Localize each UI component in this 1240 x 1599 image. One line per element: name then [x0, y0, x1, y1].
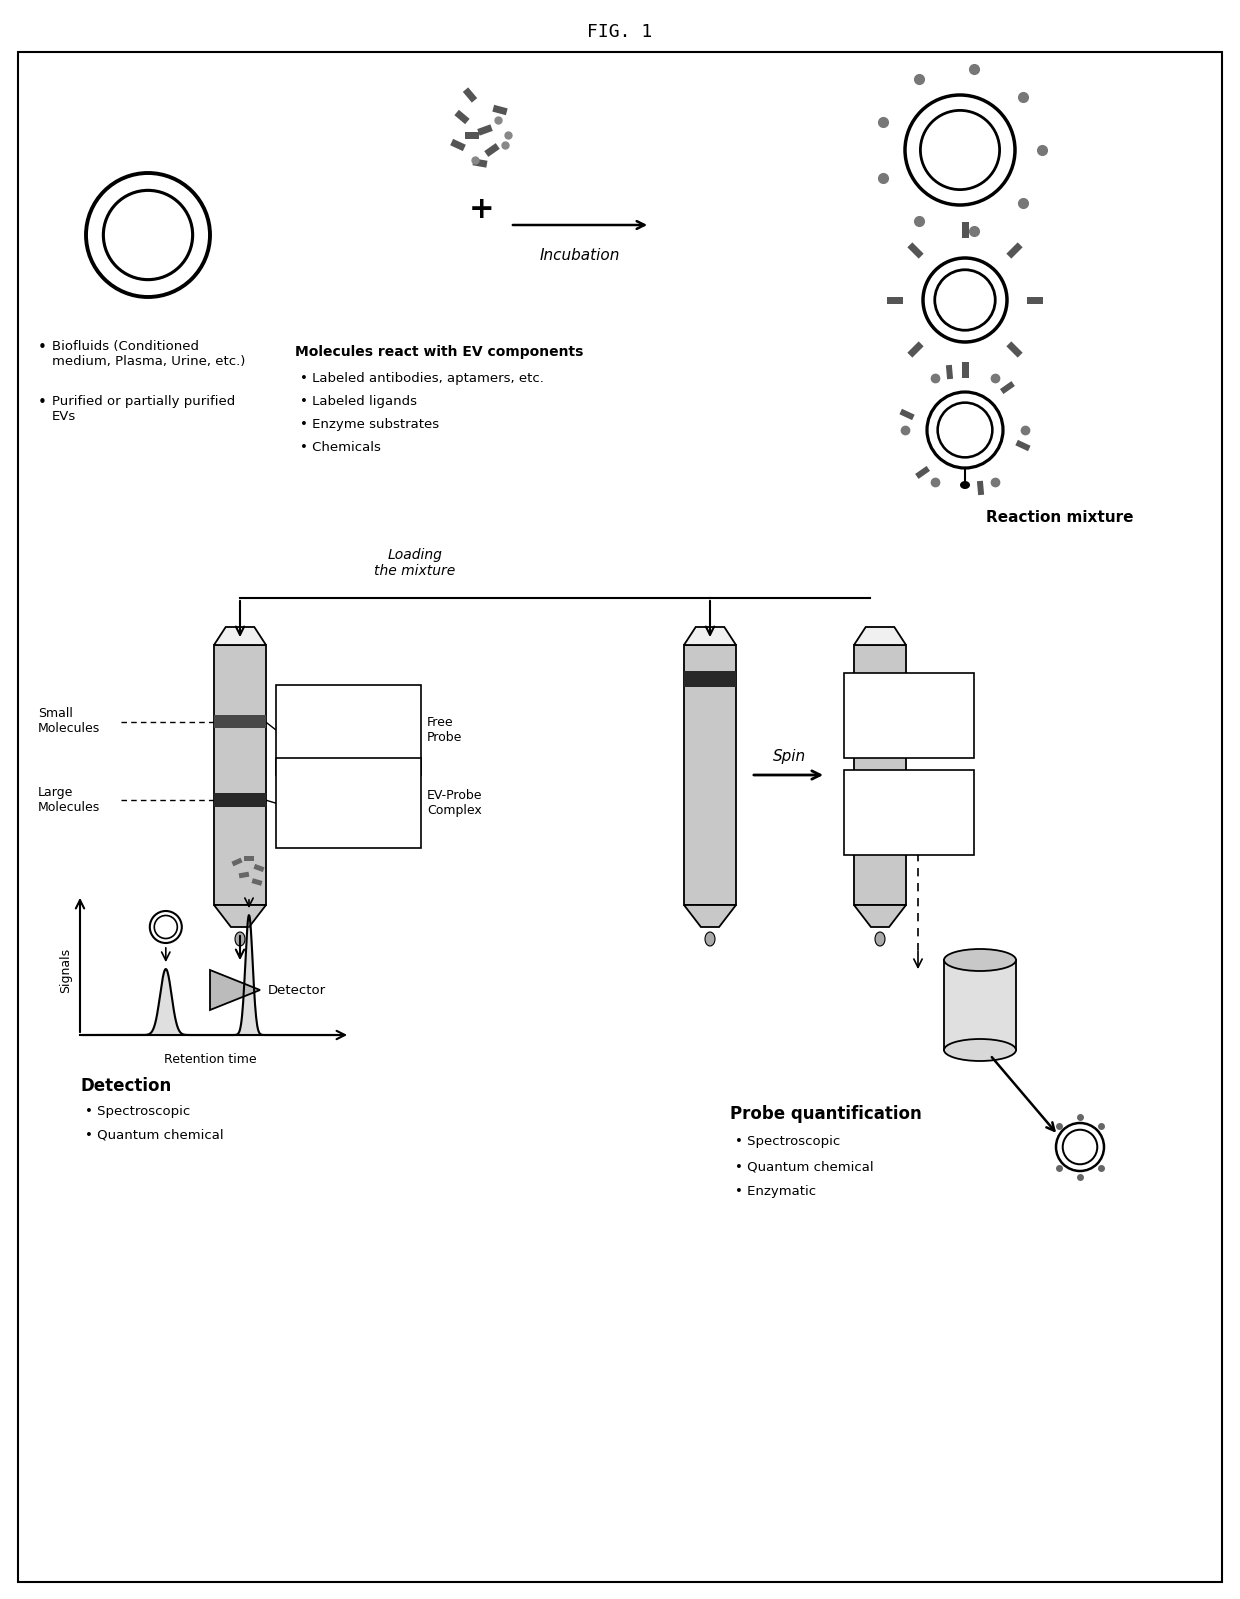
Text: Reaction mixture: Reaction mixture: [986, 510, 1133, 524]
Bar: [215, 793, 267, 807]
Bar: [485, 144, 500, 157]
Text: Detection: Detection: [81, 1078, 171, 1095]
Bar: [277, 684, 422, 776]
Text: Small
Molecules: Small Molecules: [38, 707, 100, 736]
Bar: [887, 296, 903, 304]
Bar: [1007, 341, 1023, 358]
Text: • Spectroscopic: • Spectroscopic: [735, 1135, 841, 1148]
Ellipse shape: [944, 948, 1016, 971]
Polygon shape: [854, 627, 906, 644]
Bar: [899, 409, 915, 421]
Bar: [916, 721, 931, 734]
Bar: [330, 731, 343, 739]
Bar: [684, 644, 737, 905]
Ellipse shape: [960, 481, 970, 489]
Bar: [915, 465, 930, 478]
Bar: [944, 959, 1016, 1051]
Bar: [844, 771, 973, 855]
Bar: [684, 672, 737, 688]
Bar: [465, 131, 479, 139]
Text: • Labeled ligands: • Labeled ligands: [300, 395, 417, 408]
Bar: [215, 644, 267, 905]
Bar: [961, 222, 968, 238]
Bar: [854, 644, 906, 905]
Bar: [454, 110, 470, 125]
Text: • Labeled antibodies, aptamers, etc.: • Labeled antibodies, aptamers, etc.: [300, 373, 544, 385]
Text: • Enzymatic: • Enzymatic: [735, 1185, 816, 1198]
Polygon shape: [854, 905, 906, 927]
Bar: [874, 696, 888, 708]
Text: Incubation: Incubation: [539, 248, 620, 262]
Ellipse shape: [944, 1039, 1016, 1062]
Text: Purified or partially purified
EVs: Purified or partially purified EVs: [52, 395, 236, 424]
Text: Free
Probe: Free Probe: [427, 716, 463, 744]
Bar: [999, 381, 1014, 393]
Bar: [215, 715, 267, 728]
Bar: [893, 718, 905, 724]
Text: FIG. 1: FIG. 1: [588, 22, 652, 42]
Bar: [346, 702, 361, 713]
Polygon shape: [684, 627, 737, 644]
Text: Biofluids (Conditioned
medium, Plasma, Urine, etc.): Biofluids (Conditioned medium, Plasma, U…: [52, 341, 246, 368]
Bar: [238, 871, 249, 878]
Bar: [277, 758, 422, 847]
Text: EV-Probe
Complex: EV-Probe Complex: [427, 790, 482, 817]
Bar: [472, 158, 487, 168]
Bar: [358, 736, 374, 748]
Text: Probe quantification: Probe quantification: [730, 1105, 921, 1122]
Bar: [844, 673, 973, 758]
Bar: [450, 139, 466, 152]
Text: • Quantum chemical: • Quantum chemical: [86, 1129, 223, 1142]
Bar: [232, 857, 243, 867]
Text: +: +: [469, 195, 495, 224]
Text: • Chemicals: • Chemicals: [300, 441, 381, 454]
Bar: [311, 708, 326, 721]
Bar: [946, 365, 954, 379]
Text: Retention time: Retention time: [164, 1054, 257, 1067]
Text: • Enzyme substrates: • Enzyme substrates: [300, 417, 439, 432]
Polygon shape: [215, 627, 267, 644]
Bar: [1027, 296, 1043, 304]
Bar: [252, 878, 263, 886]
Bar: [906, 691, 921, 700]
Bar: [908, 243, 924, 259]
Bar: [961, 361, 968, 377]
Text: • Quantum chemical: • Quantum chemical: [735, 1159, 874, 1174]
Bar: [854, 769, 906, 785]
Text: • Spectroscopic: • Spectroscopic: [86, 1105, 190, 1118]
Bar: [253, 863, 264, 871]
Bar: [366, 716, 381, 728]
Text: •: •: [38, 341, 47, 355]
Bar: [977, 481, 985, 496]
Polygon shape: [684, 905, 737, 927]
Ellipse shape: [706, 932, 715, 947]
Text: Signals: Signals: [60, 948, 72, 993]
Text: Loading
the mixture: Loading the mixture: [374, 548, 455, 579]
Bar: [908, 341, 924, 358]
Bar: [492, 106, 507, 115]
Text: Molecules react with EV components: Molecules react with EV components: [295, 345, 583, 360]
Text: Spin: Spin: [773, 750, 806, 764]
Bar: [924, 705, 937, 715]
Bar: [244, 855, 254, 860]
Bar: [1007, 243, 1023, 259]
Polygon shape: [215, 905, 267, 927]
Text: Detector: Detector: [268, 983, 326, 996]
Text: •: •: [38, 395, 47, 409]
Bar: [1016, 440, 1030, 451]
Bar: [477, 125, 492, 136]
Polygon shape: [210, 971, 260, 1011]
Bar: [463, 88, 477, 102]
Ellipse shape: [875, 932, 885, 947]
Ellipse shape: [236, 932, 246, 947]
Text: Large
Molecules: Large Molecules: [38, 787, 100, 814]
